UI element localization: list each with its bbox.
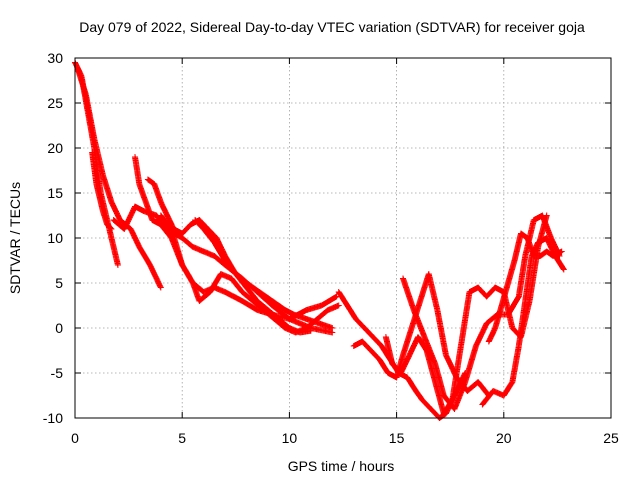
- x-tick-label: 10: [282, 430, 298, 446]
- axis-ticks: [74, 57, 612, 419]
- y-tick-label: 15: [47, 185, 63, 201]
- data-point-markers: [485, 230, 565, 345]
- grid: [75, 58, 611, 418]
- y-tick-label: 25: [47, 95, 63, 111]
- series-track-8: [192, 217, 314, 336]
- data-point-markers: [192, 217, 314, 336]
- y-tick-label: 10: [47, 230, 63, 246]
- y-tick-label: 5: [55, 275, 63, 291]
- y-tick-label: -10: [43, 410, 63, 426]
- chart-title: Day 079 of 2022, Sidereal Day-to-day VTE…: [79, 19, 585, 35]
- y-tick-label: 0: [55, 320, 63, 336]
- series-track-14: [485, 230, 565, 345]
- data-point-markers: [400, 212, 563, 412]
- x-axis-label: GPS time / hours: [288, 458, 395, 474]
- data-point-markers: [89, 149, 115, 232]
- series-track-3: [89, 149, 115, 232]
- y-tick-label: -5: [51, 365, 64, 381]
- y-tick-labels: -10 -5 0 5 10 15 20 25 30: [43, 50, 63, 426]
- x-tick-label: 0: [71, 430, 79, 446]
- series-track-2: [74, 64, 164, 291]
- x-tick-labels: 0 5 10 15 20 25: [71, 430, 619, 446]
- x-tick-label: 5: [178, 430, 186, 446]
- data-point-markers: [479, 235, 567, 408]
- data-point-markers: [74, 64, 164, 291]
- data-points: [72, 59, 567, 421]
- y-tick-label: 20: [47, 140, 63, 156]
- y-axis-label: SDTVAR / TECUs: [7, 182, 23, 294]
- y-tick-label: 30: [47, 50, 63, 66]
- x-tick-label: 20: [496, 430, 512, 446]
- series-track-12: [400, 212, 563, 412]
- series-track-13: [479, 235, 567, 408]
- x-tick-label: 15: [389, 430, 405, 446]
- x-tick-label: 25: [603, 430, 619, 446]
